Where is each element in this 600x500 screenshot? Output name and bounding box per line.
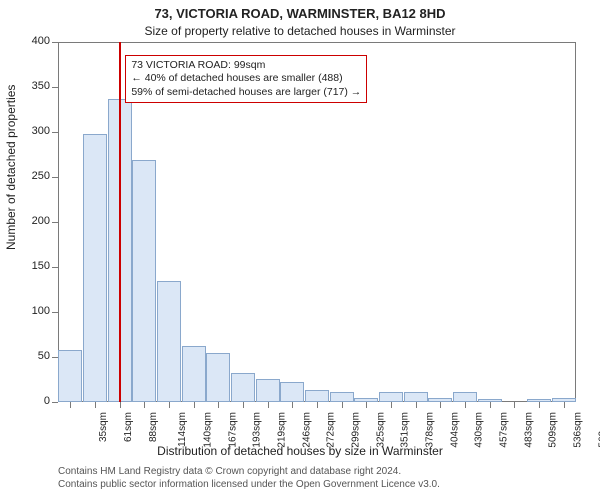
annotation-box: 73 VICTORIA ROAD: 99sqm ← 40% of detache… xyxy=(125,55,367,102)
x-tick xyxy=(317,402,318,408)
x-tick xyxy=(391,402,392,408)
histogram-bar xyxy=(330,392,354,402)
x-tick-label: 140sqm xyxy=(203,412,214,448)
x-tick-label: 35sqm xyxy=(98,412,109,442)
y-tick-label: 400 xyxy=(10,35,50,47)
x-tick-label: 193sqm xyxy=(252,412,263,448)
histogram-bar xyxy=(58,350,82,402)
histogram-bar xyxy=(404,392,428,402)
x-tick xyxy=(465,402,466,408)
x-tick xyxy=(268,402,269,408)
x-tick xyxy=(440,402,441,408)
y-tick xyxy=(52,312,58,313)
x-tick xyxy=(292,402,293,408)
footer-line2: Contains public sector information licen… xyxy=(58,478,440,491)
x-tick xyxy=(194,402,195,408)
x-tick-label: 325sqm xyxy=(375,412,386,448)
x-tick-label: 61sqm xyxy=(123,412,134,442)
x-tick-label: 536sqm xyxy=(573,412,584,448)
x-tick xyxy=(564,402,565,408)
y-tick xyxy=(52,42,58,43)
y-tick-label: 150 xyxy=(10,260,50,272)
x-tick-label: 246sqm xyxy=(301,412,312,448)
x-axis-label: Distribution of detached houses by size … xyxy=(0,444,600,458)
plot-area: 050100150200250300350400 35sqm61sqm88sqm… xyxy=(58,42,576,402)
histogram-bar xyxy=(379,392,403,402)
histogram-bar xyxy=(132,160,156,402)
annotation-line3: 59% of semi-detached houses are larger (… xyxy=(131,86,361,99)
y-tick xyxy=(52,402,58,403)
x-tick xyxy=(70,402,71,408)
histogram-bar xyxy=(231,373,255,402)
x-tick-label: 430sqm xyxy=(474,412,485,448)
histogram-bar xyxy=(256,379,280,402)
histogram-bar xyxy=(206,353,230,403)
footer-line1: Contains HM Land Registry data © Crown c… xyxy=(58,465,401,478)
x-tick-label: 272sqm xyxy=(326,412,337,448)
histogram-bar xyxy=(280,382,304,402)
histogram-bar xyxy=(157,281,181,403)
chart-title-line2: Size of property relative to detached ho… xyxy=(0,24,600,38)
annotation-line2: ← 40% of detached houses are smaller (48… xyxy=(131,72,361,85)
y-tick xyxy=(52,132,58,133)
x-tick xyxy=(243,402,244,408)
y-tick-label: 250 xyxy=(10,170,50,182)
x-tick xyxy=(169,402,170,408)
x-tick xyxy=(95,402,96,408)
x-tick xyxy=(539,402,540,408)
x-tick-label: 88sqm xyxy=(148,412,159,442)
x-tick-label: 509sqm xyxy=(548,412,559,448)
x-tick-label: 404sqm xyxy=(449,412,460,448)
y-tick-label: 0 xyxy=(10,395,50,407)
y-tick xyxy=(52,87,58,88)
x-tick-label: 114sqm xyxy=(177,412,188,447)
x-tick xyxy=(416,402,417,408)
histogram-bar xyxy=(453,392,477,402)
histogram-bar xyxy=(305,390,329,402)
chart-container: { "chart": { "type": "histogram", "title… xyxy=(0,0,600,500)
x-tick-label: 483sqm xyxy=(523,412,534,448)
y-tick-label: 100 xyxy=(10,305,50,317)
x-tick-label: 299sqm xyxy=(351,412,362,448)
x-tick-label: 351sqm xyxy=(400,412,411,448)
x-tick xyxy=(218,402,219,408)
property-marker-line xyxy=(119,42,121,402)
x-tick xyxy=(366,402,367,408)
x-tick xyxy=(120,402,121,408)
annotation-line1: 73 VICTORIA ROAD: 99sqm xyxy=(131,59,361,72)
histogram-bar xyxy=(83,134,107,402)
x-tick xyxy=(514,402,515,408)
chart-title-line1: 73, VICTORIA ROAD, WARMINSTER, BA12 8HD xyxy=(0,6,600,21)
x-tick-label: 457sqm xyxy=(499,412,510,448)
x-tick xyxy=(144,402,145,408)
y-tick xyxy=(52,222,58,223)
x-tick-label: 167sqm xyxy=(227,412,238,448)
y-tick-label: 300 xyxy=(10,125,50,137)
y-tick xyxy=(52,357,58,358)
y-tick xyxy=(52,267,58,268)
x-tick xyxy=(342,402,343,408)
histogram-bar xyxy=(182,346,206,402)
x-tick xyxy=(490,402,491,408)
y-tick-label: 350 xyxy=(10,80,50,92)
y-tick xyxy=(52,177,58,178)
x-tick-label: 219sqm xyxy=(277,412,288,448)
x-tick-label: 378sqm xyxy=(425,412,436,448)
y-tick-label: 200 xyxy=(10,215,50,227)
y-tick-label: 50 xyxy=(10,350,50,362)
